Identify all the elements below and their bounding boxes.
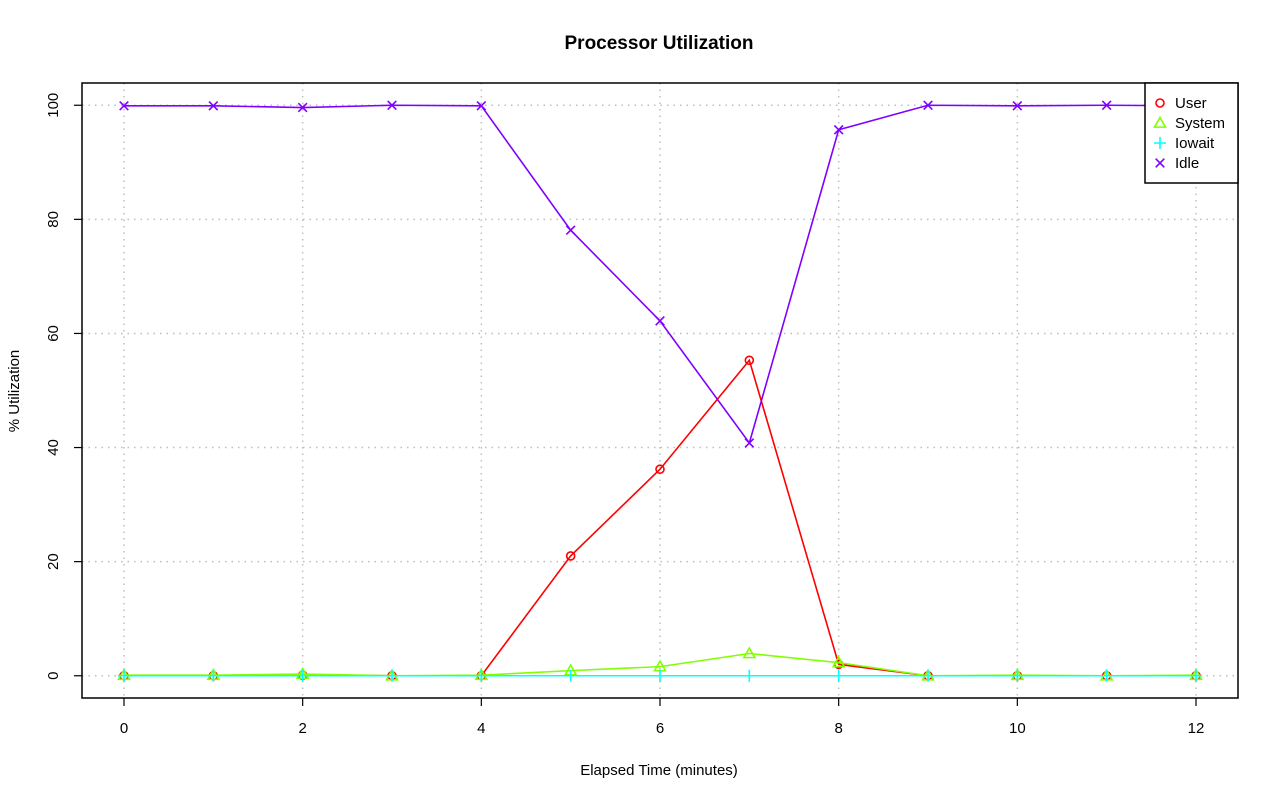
data-point-iowait — [117, 669, 130, 682]
data-point-idle — [1101, 100, 1112, 111]
data-point-iowait — [832, 669, 845, 682]
x-axis-label: Elapsed Time (minutes) — [580, 762, 738, 779]
data-point-idle — [655, 316, 665, 326]
x-tick-label: 6 — [656, 720, 664, 737]
x-tick-label: 4 — [477, 720, 485, 737]
data-point-idle — [297, 102, 308, 113]
data-point-iowait — [1100, 669, 1113, 682]
data-point-user — [655, 464, 665, 475]
data-point-idle — [1012, 100, 1023, 111]
x-tick-label: 12 — [1188, 720, 1205, 737]
chart-title: Processor Utilization — [565, 33, 754, 54]
data-point-iowait — [385, 669, 398, 682]
series-layer — [117, 100, 1203, 682]
x-axis: 0 2 4 6 8 10 12 — [120, 698, 1205, 737]
series-user — [119, 355, 1201, 681]
data-point-iowait — [743, 669, 756, 682]
data-point-system — [742, 646, 757, 659]
data-point-iowait — [654, 669, 666, 682]
data-point-iowait — [475, 669, 488, 682]
y-tick-label: 0 — [45, 672, 62, 680]
data-point-idle — [923, 100, 933, 111]
series-idle — [119, 100, 1201, 448]
data-point-system — [831, 655, 846, 668]
series-line-user — [123, 358, 1197, 677]
series-iowait — [117, 669, 1203, 682]
x-tick-label: 0 — [120, 720, 128, 737]
legend-marker-system — [1153, 115, 1167, 128]
data-point-iowait — [564, 669, 577, 682]
legend-marker-idle — [1155, 158, 1165, 168]
y-tick-label: 60 — [45, 325, 62, 342]
data-point-user — [565, 551, 576, 561]
data-point-idle — [833, 124, 844, 135]
data-point-iowait — [207, 669, 220, 682]
y-axis-label: % Utilization — [6, 350, 23, 433]
data-point-idle — [208, 100, 219, 111]
data-point-user — [744, 355, 755, 366]
y-axis: 0 20 40 60 80 100 — [45, 93, 82, 680]
data-point-idle — [387, 100, 397, 111]
y-tick-label: 40 — [45, 439, 62, 456]
x-tick-label: 2 — [298, 720, 306, 737]
plot-frame — [81, 82, 1239, 699]
legend-label-system: System — [1175, 115, 1225, 132]
legend-label-iowait: Iowait — [1175, 135, 1215, 152]
legend-label-user: User — [1175, 95, 1207, 112]
y-tick-label: 20 — [45, 553, 62, 570]
data-point-iowait — [296, 669, 309, 682]
legend-marker-user — [1155, 98, 1165, 108]
data-point-idle — [744, 438, 755, 448]
legend: User System Iowait Idle — [1144, 82, 1239, 184]
data-point-iowait — [1190, 669, 1203, 682]
y-tick-label: 80 — [45, 211, 62, 228]
x-tick-label: 8 — [834, 720, 842, 737]
legend-label-idle: Idle — [1175, 155, 1199, 172]
grid-lines — [82, 83, 1238, 698]
x-tick-label: 10 — [1009, 720, 1026, 737]
data-point-iowait — [1011, 669, 1024, 682]
data-point-idle — [565, 225, 576, 236]
data-point-idle — [119, 100, 129, 111]
data-point-iowait — [922, 669, 935, 682]
y-tick-label: 100 — [45, 93, 62, 118]
legend-marker-iowait — [1154, 137, 1166, 149]
data-point-idle — [476, 100, 487, 111]
